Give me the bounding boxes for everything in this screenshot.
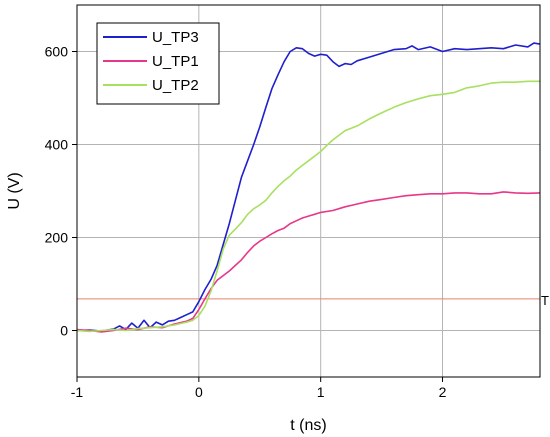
y-tick-label: 0 <box>60 323 68 339</box>
plot-frame <box>76 4 541 378</box>
legend-label-2: U_TP2 <box>152 77 199 94</box>
x-tick-label: -1 <box>71 384 84 400</box>
y-tick-label: 600 <box>45 44 69 60</box>
legend-label-0: U_TP3 <box>152 29 199 46</box>
threshold-label: T <box>541 293 549 308</box>
series-line-1 <box>76 191 541 333</box>
y-tick-label: 400 <box>45 137 69 153</box>
legend-label-1: U_TP1 <box>152 53 199 70</box>
x-tick-label: 2 <box>439 384 447 400</box>
y-axis-title: U (V) <box>6 172 23 209</box>
series-line-2 <box>76 80 540 333</box>
series-lines <box>76 42 541 333</box>
x-axis-title: t (ns) <box>290 417 326 434</box>
y-tick-label: 200 <box>45 230 69 246</box>
axis-ticks: -1 0 1 2 0 200 400 600 <box>45 44 447 401</box>
legend: U_TP3 U_TP1 U_TP2 <box>96 22 220 105</box>
x-tick-label: 0 <box>195 384 203 400</box>
series-line-0 <box>76 42 541 332</box>
x-tick-label: 1 <box>317 384 325 400</box>
